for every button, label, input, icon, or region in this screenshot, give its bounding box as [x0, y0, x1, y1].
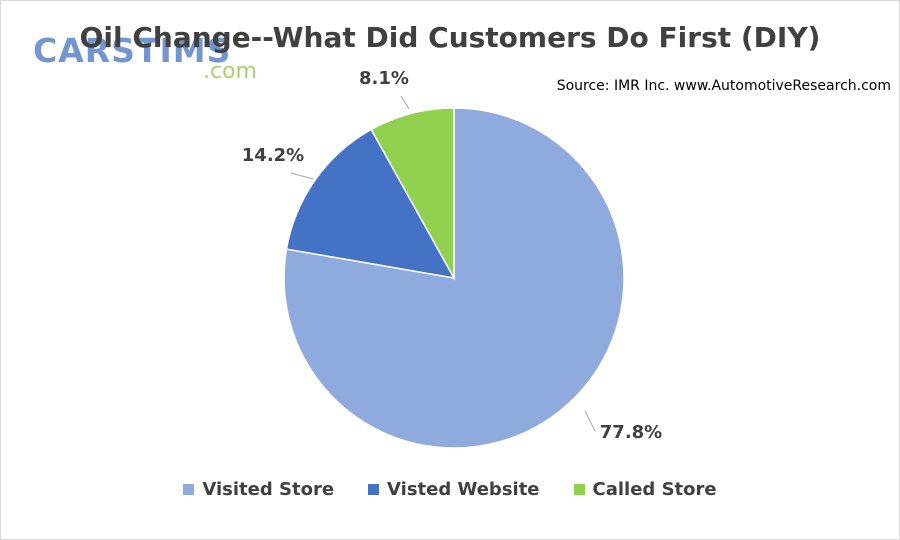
legend-swatch [573, 484, 585, 495]
data-label: 8.1% [359, 68, 409, 89]
leader-line [584, 410, 596, 432]
data-label: 14.2% [242, 145, 304, 166]
chart-source: Source: IMR Inc. www.AutomotiveResearch.… [556, 78, 891, 94]
logo-main-text: CARSTIMS [33, 31, 232, 70]
pie-slice-visted-website [285, 128, 456, 280]
legend-item-visited-store: Visited Store [183, 479, 334, 500]
pie-slice-called-store [370, 107, 455, 281]
data-label: 77.8% [600, 422, 662, 443]
chart-title: Oil Change--What Did Customers Do First … [79, 21, 821, 54]
leader-line [400, 95, 410, 110]
legend-label: Visted Website [387, 479, 540, 500]
legend-item-called-store: Called Store [573, 479, 717, 500]
legend: Visited Store Visted Website Called Stor… [1, 479, 899, 500]
legend-label: Visited Store [202, 479, 335, 500]
logo-sub-text: .com [203, 59, 257, 84]
leader-line [290, 172, 314, 180]
legend-swatch [183, 484, 195, 495]
legend-label: Called Store [592, 479, 717, 500]
legend-swatch [368, 484, 380, 495]
legend-item-visited-website: Visted Website [368, 479, 540, 500]
watermark-logo: CARSTIMS .com [33, 31, 283, 87]
